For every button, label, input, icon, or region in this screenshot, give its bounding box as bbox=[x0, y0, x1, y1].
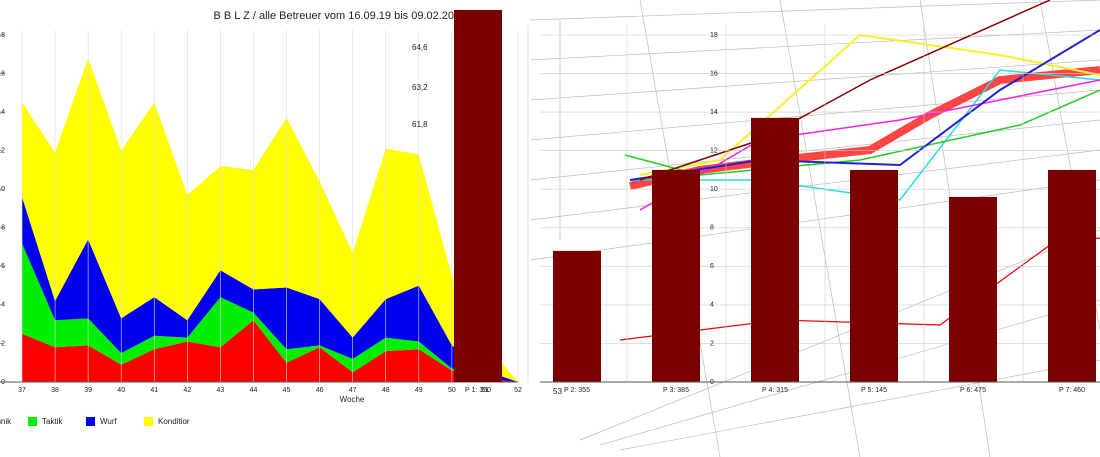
area bbox=[22, 58, 518, 383]
bar bbox=[1048, 169, 1096, 382]
x-tick-label: 50 bbox=[448, 387, 456, 394]
y-tick-label: 14 bbox=[710, 109, 718, 116]
x-tick-label: P 1: 350 bbox=[465, 387, 491, 394]
x-tick-label: 38 bbox=[51, 387, 59, 394]
y-tick-label: 10 bbox=[710, 186, 718, 193]
overlay-label: 61,8 bbox=[412, 120, 428, 129]
chart-title: B B L Z / alle Betreuer vom 16.09.19 bis… bbox=[214, 10, 501, 22]
x-tick-label: 52 bbox=[514, 387, 522, 394]
y-tick-label: 16 bbox=[710, 70, 718, 77]
bar bbox=[751, 117, 799, 383]
x-tick-label: P 4: 315 bbox=[762, 387, 788, 394]
legend-label: Wurf bbox=[100, 417, 118, 426]
overlay-label: 63,2 bbox=[412, 83, 428, 92]
bar bbox=[652, 169, 700, 382]
x-tick-label: P 3: 385 bbox=[663, 387, 689, 394]
tilted-grid bbox=[529, 0, 1100, 457]
x-tick-label: 47 bbox=[349, 387, 357, 394]
area bbox=[22, 196, 518, 382]
overlay-line bbox=[639, 0, 1051, 181]
x-tick-label: 49 bbox=[415, 387, 423, 394]
y-tick-label: 4 bbox=[710, 302, 714, 309]
bar bbox=[553, 250, 601, 382]
area bbox=[22, 243, 518, 382]
x-tick-label: 40 bbox=[117, 387, 125, 394]
x-tick-label: 51 bbox=[481, 387, 489, 394]
x-tick-label: 48 bbox=[382, 387, 390, 394]
x-tick-label: P 5: 145 bbox=[861, 387, 887, 394]
x-tick-label: P 7: 460 bbox=[1059, 387, 1085, 394]
bar bbox=[850, 169, 898, 382]
area bbox=[22, 320, 518, 382]
legend-swatch bbox=[144, 417, 153, 426]
bar bbox=[949, 196, 997, 382]
bar bbox=[454, 9, 502, 382]
x-tick-label: 42 bbox=[183, 387, 191, 394]
x-axis-label: Woche bbox=[340, 395, 365, 404]
y-tick-label: 2 bbox=[710, 340, 714, 347]
x-tick-label: P 6: 475 bbox=[960, 387, 986, 394]
x-tick-label: 44 bbox=[250, 387, 258, 394]
legend-label: Taktik bbox=[42, 417, 63, 426]
x-tick-label: 45 bbox=[283, 387, 291, 394]
x-tick-label: 46 bbox=[316, 387, 324, 394]
x-tick-label: P 2: 355 bbox=[564, 387, 590, 394]
x-tick-label: 39 bbox=[84, 387, 92, 394]
x-tick-label: 37 bbox=[18, 387, 26, 394]
x-tick-label: 43 bbox=[217, 387, 225, 394]
legend-swatch bbox=[86, 417, 95, 426]
legend-label: Konditior bbox=[158, 417, 190, 426]
legend-swatch bbox=[28, 417, 37, 426]
y-tick-label: 18 bbox=[710, 32, 718, 39]
overlay-label: 53 bbox=[553, 387, 562, 396]
legend-label: Technik bbox=[0, 417, 12, 426]
x-tick-label: 41 bbox=[150, 387, 158, 394]
y-tick-label: 6 bbox=[710, 263, 714, 270]
overlay-label: 64,6 bbox=[412, 43, 428, 52]
overlay-line bbox=[629, 29, 1100, 181]
y-tick-label: 8 bbox=[710, 225, 714, 232]
y-tick-label: 12 bbox=[710, 148, 718, 155]
